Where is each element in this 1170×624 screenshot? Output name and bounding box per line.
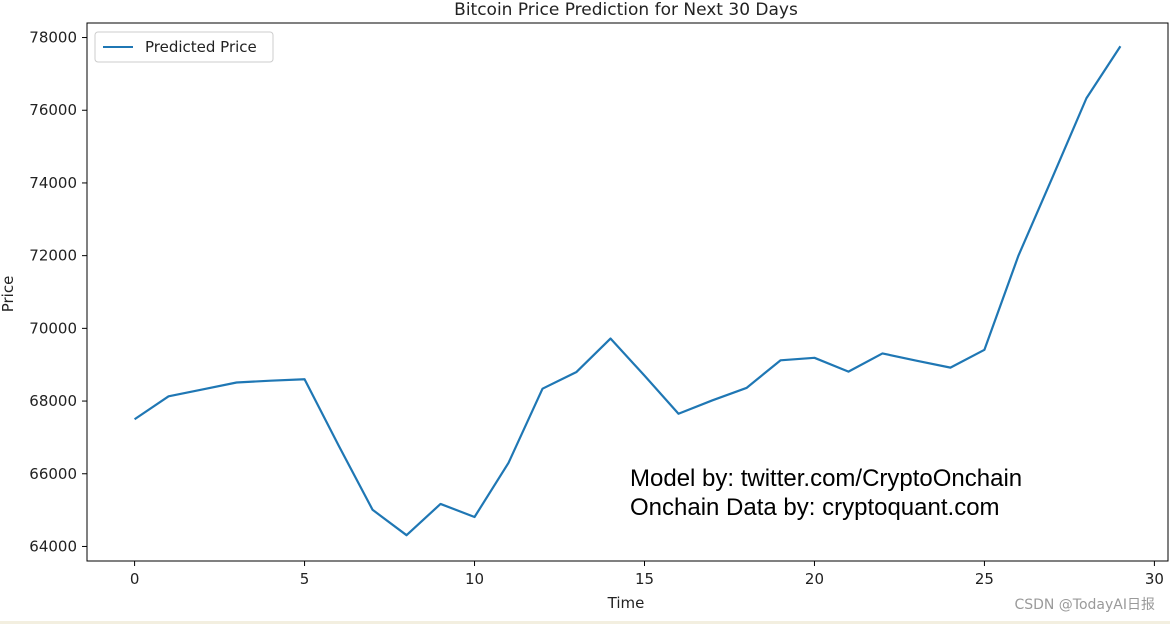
y-tick-label: 68000 <box>29 392 77 410</box>
x-tick-label: 0 <box>130 570 140 588</box>
axis-ticks: 0 5 10 15 20 25 30 64000 66000 68000 70000 72000 740… <box>29 29 1164 588</box>
watermark-text: CSDN @TodayAI日报 <box>1014 597 1155 613</box>
legend-entry-predicted-price: Predicted Price <box>145 38 257 56</box>
y-tick-label: 66000 <box>29 465 77 483</box>
x-tick-label: 10 <box>465 570 484 588</box>
y-tick-label: 70000 <box>29 319 77 337</box>
y-tick-label: 74000 <box>29 174 77 192</box>
x-tick-label: 25 <box>975 570 994 588</box>
annotation-data-credit: Onchain Data by: cryptoquant.com <box>630 494 1000 521</box>
plot-frame <box>86 22 1169 562</box>
x-tick-label: 30 <box>1145 570 1164 588</box>
series-layer <box>133 45 1122 537</box>
series-line-predicted-price <box>133 45 1122 537</box>
y-tick-label: 76000 <box>29 101 77 119</box>
chart-title: Bitcoin Price Prediction for Next 30 Day… <box>454 0 798 20</box>
x-tick-label: 20 <box>805 570 824 588</box>
bottom-strip <box>0 621 1170 624</box>
legend: Predicted Price <box>94 31 274 63</box>
annotation-model-credit: Model by: twitter.com/CryptoOnchain <box>630 465 1022 492</box>
y-tick-label: 64000 <box>29 537 77 555</box>
x-tick-label: 15 <box>635 570 654 588</box>
x-axis-label: Time <box>607 594 645 612</box>
x-tick-label: 5 <box>300 570 310 588</box>
legend-box <box>94 31 274 63</box>
y-tick-label: 78000 <box>29 29 77 47</box>
y-axis-label: Price <box>0 276 17 313</box>
y-tick-label: 72000 <box>29 247 77 265</box>
